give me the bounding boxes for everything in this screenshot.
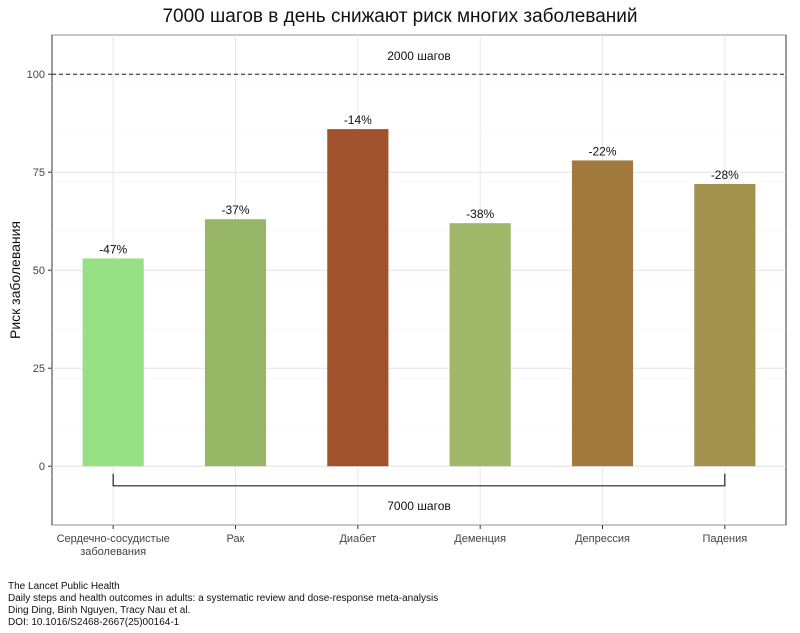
- x-tick-label: Сердечно-сосудистые заболевания: [57, 533, 170, 558]
- y-tick-label: 50: [33, 265, 45, 277]
- chart-title: 7000 шагов в день снижают риск многих за…: [162, 6, 637, 27]
- x-axis: Сердечно-сосудистые заболевания Рак Диабет Д…: [57, 525, 747, 558]
- bar: [327, 129, 389, 467]
- citation-journal: The Lancet Public Health: [8, 581, 120, 592]
- data-label: -28%: [711, 168, 739, 182]
- citation-authors: Ding Ding, Binh Nguyen, Tracy Nau et al.: [8, 605, 191, 616]
- annotations: 2000 шагов 7000 шагов: [52, 49, 786, 513]
- bracket: [112, 473, 726, 487]
- bar: [82, 258, 144, 467]
- y-tick-label: 0: [39, 461, 45, 473]
- x-tick-label: Рак: [227, 533, 245, 545]
- citation-title: Daily steps and health outcomes in adult…: [8, 593, 439, 604]
- reference-line-label: 2000 шагов: [387, 49, 451, 63]
- y-axis-label: Риск заболевания: [7, 221, 23, 339]
- data-label: -22%: [588, 144, 616, 158]
- chart: 7000 шагов в день снижают риск многих за…: [7, 6, 787, 558]
- x-tick-label: Деменция: [454, 533, 506, 545]
- data-label: -38%: [466, 207, 494, 221]
- y-tick-label: 25: [33, 363, 45, 375]
- bar: [204, 219, 267, 467]
- x-tick-label: Падения: [702, 533, 747, 545]
- data-label: -47%: [99, 242, 127, 256]
- x-tick-label: Диабет: [339, 533, 376, 545]
- bar: [449, 223, 511, 467]
- citation: The Lancet Public Health Daily steps and…: [8, 581, 438, 629]
- data-label: -14%: [344, 113, 372, 127]
- y-tick-label: 75: [33, 167, 45, 179]
- y-tick-label: 100: [27, 69, 45, 81]
- y-axis: 0 25 50 75 100: [27, 69, 52, 473]
- citation-doi: DOI: 10.1016/S2468-2667(25)00164-1: [8, 617, 180, 628]
- bracket-label: 7000 шагов: [387, 499, 451, 513]
- data-label: -37%: [221, 203, 249, 217]
- x-tick-label: Депрессия: [575, 533, 630, 545]
- bars: -47% -37% -14% -38% -22% -28%: [82, 113, 756, 467]
- bar: [694, 183, 756, 467]
- bar: [571, 160, 634, 467]
